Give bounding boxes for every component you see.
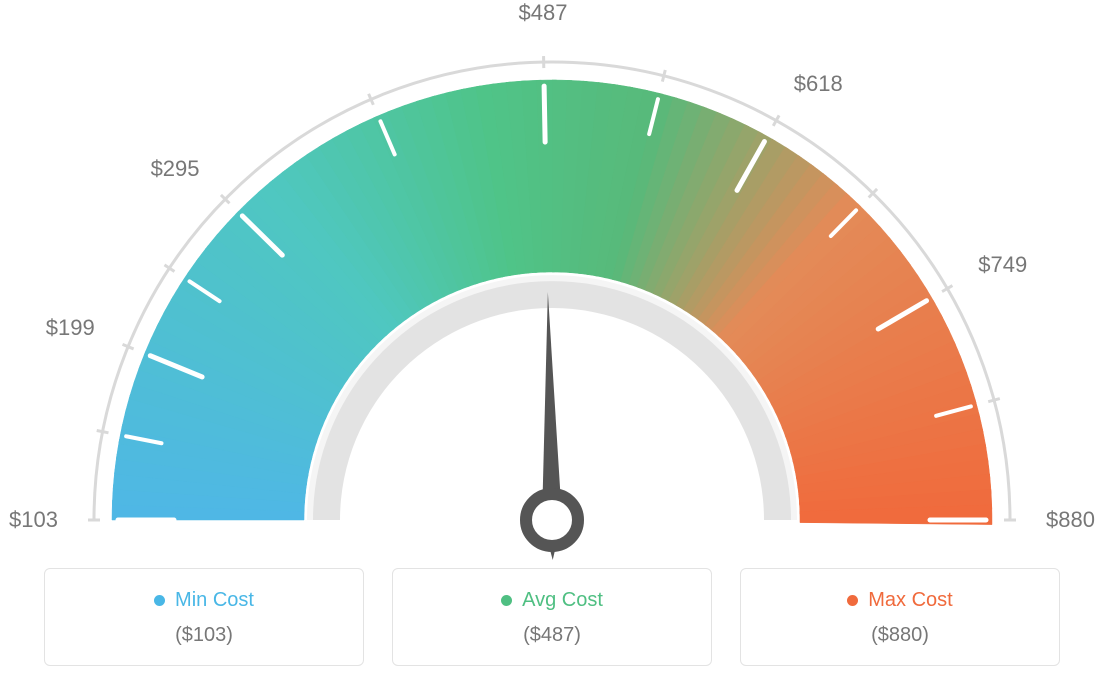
legend-title-min: Min Cost [154,589,254,612]
legend-value-max: ($880) [741,624,1059,647]
legend-dot-min [154,595,165,606]
legend-card-max: Max Cost ($880) [740,568,1060,666]
gauge-tick-label: $749 [978,252,1027,278]
gauge-tick-label: $103 [9,507,58,533]
gauge-tick-label: $295 [151,156,200,182]
legend-value-min: ($103) [45,624,363,647]
legend-title-avg: Avg Cost [501,589,603,612]
gauge-tick-label: $618 [794,71,843,97]
legend-card-avg: Avg Cost ($487) [392,568,712,666]
legend-label-max: Max Cost [868,589,952,612]
legend-dot-max [847,595,858,606]
gauge-tick-label: $880 [1046,507,1095,533]
gauge-tick-label: $487 [519,0,568,26]
gauge-chart: $103 $199 $295 $487 $618 $749 $880 [0,0,1104,560]
legend-row: Min Cost ($103) Avg Cost ($487) Max Cost… [0,568,1104,666]
legend-label-avg: Avg Cost [522,589,603,612]
legend-value-avg: ($487) [393,624,711,647]
legend-dot-avg [501,595,512,606]
gauge-tick-label: $199 [46,315,95,341]
legend-title-max: Max Cost [847,589,952,612]
legend-label-min: Min Cost [175,589,254,612]
gauge-svg [0,0,1104,560]
legend-card-min: Min Cost ($103) [44,568,364,666]
